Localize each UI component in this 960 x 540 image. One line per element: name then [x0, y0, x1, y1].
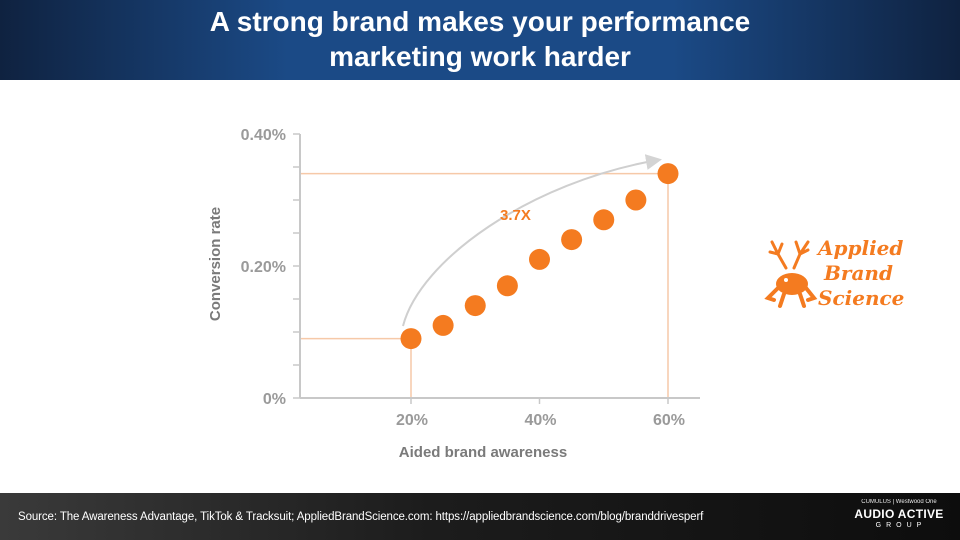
applied-brand-science-logo: Applied Brand Science: [764, 236, 904, 316]
source-citation: Source: The Awareness Advantage, TikTok …: [18, 511, 704, 523]
x-axis-label: Aided brand awareness: [399, 444, 567, 461]
header-banner: A strong brand makes your performance ma…: [0, 0, 960, 80]
aag-logo-top: CUMULUS | Westwood One: [861, 499, 937, 505]
aag-logo-sub: GROUP: [875, 522, 927, 529]
x-tick-label: 20%: [396, 412, 428, 429]
logo-text: Applied Brand Science: [818, 236, 904, 311]
annotation-3-7x: 3.7X: [500, 207, 531, 224]
y-axis-label: Conversion rate: [207, 207, 224, 321]
data-point: [432, 314, 454, 336]
logo-text-line-3: Science: [818, 286, 905, 310]
slide-title-line-2: marketing work harder: [329, 41, 631, 72]
data-point: [529, 248, 550, 270]
data-point: [561, 229, 583, 251]
logo-text-line-1: Applied: [818, 236, 904, 260]
data-point: [593, 209, 615, 231]
aag-logo-main: AUDIO ACTIVE: [854, 507, 944, 521]
trend-arrow: [402, 154, 662, 327]
y-tick-label: 0.20%: [241, 259, 286, 276]
slide-title: A strong brand makes your performance ma…: [0, 4, 960, 74]
footer-bar: Source: The Awareness Advantage, TikTok …: [0, 493, 960, 540]
y-tick-label: 0%: [263, 391, 286, 408]
scatter-chart: 3.7X 0% 0.20% 0.40% 20% 40% 60% Aided brand a…: [207, 127, 700, 461]
x-tick-label: 60%: [653, 412, 685, 429]
x-tick-label: 40%: [524, 412, 556, 429]
logo-text-line-2: Brand: [824, 261, 893, 285]
slide-title-line-1: A strong brand makes your performance: [209, 6, 751, 37]
deer-frog-icon: [764, 240, 818, 308]
data-point: [464, 295, 486, 317]
data-point: [400, 328, 422, 350]
audio-active-group-logo: CUMULUS | Westwood One AUDIO ACTIVE GROU…: [843, 498, 955, 538]
data-point: [625, 189, 647, 211]
data-point: [496, 275, 518, 297]
data-point: [657, 163, 679, 185]
y-tick-label: 0.40%: [241, 127, 286, 144]
